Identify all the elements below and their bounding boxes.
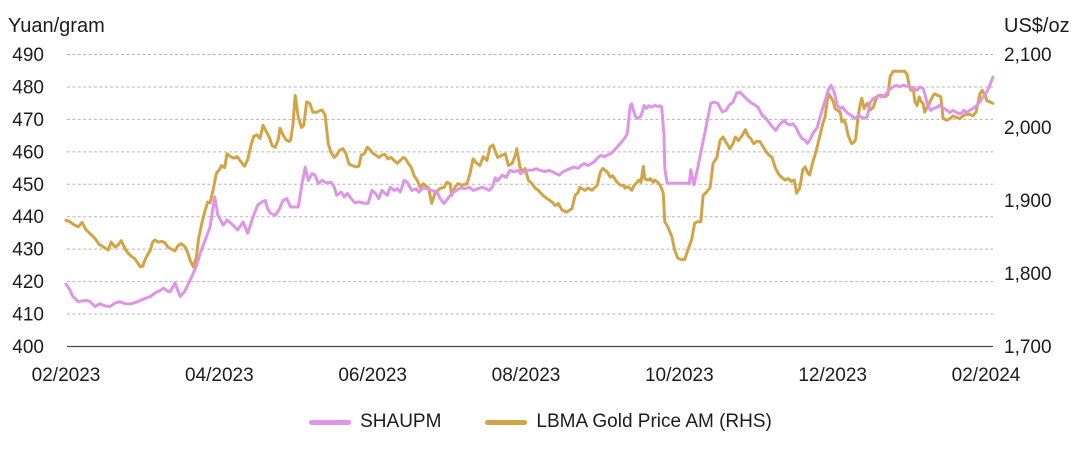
x-tick-label: 02/2024 [952,365,1021,386]
legend-item-shaupm: SHAUPM [309,411,441,433]
legend-label-lbma: LBMA Gold Price AM (RHS) [536,411,772,432]
x-tick-label: 06/2023 [338,365,407,386]
y-left-tick-label: 430 [12,240,44,261]
x-tick-label: 04/2023 [185,365,254,386]
x-tick-label: 08/2023 [492,365,561,386]
y-left-tick-label: 490 [12,45,44,66]
x-tick-label: 02/2023 [32,365,101,386]
y-left-tick-label: 420 [12,272,44,293]
series-line-shaupm [64,75,995,309]
y-left-tick-label: 480 [12,77,44,98]
y-left-tick-label: 450 [12,175,44,196]
series-line-lbma [64,69,995,269]
y-right-tick-label: 1,900 [1004,191,1052,212]
chart-legend: SHAUPM LBMA Gold Price AM (RHS) [0,411,1081,433]
y-left-tick-label: 410 [12,305,44,326]
y-axis-title-right: US$/oz [1004,15,1070,37]
legend-label-shaupm: SHAUPM [360,411,442,432]
y-left-tick-label: 400 [12,337,44,358]
y-left-tick-label: 460 [12,142,44,163]
x-tick-label: 10/2023 [645,365,714,386]
y-axis-title-left: Yuan/gram [8,15,105,37]
y-right-tick-label: 2,100 [1004,45,1052,66]
y-right-tick-label: 1,700 [1004,337,1052,358]
legend-item-lbma: LBMA Gold Price AM (RHS) [485,411,772,433]
y-left-tick-label: 470 [12,110,44,131]
y-right-tick-label: 1,800 [1004,264,1052,285]
lbma-line-swatch [485,419,528,425]
x-tick-label: 12/2023 [798,365,867,386]
y-right-tick-label: 2,000 [1004,118,1052,139]
shaupm-line-swatch [309,419,352,425]
y-left-tick-label: 440 [12,207,44,228]
